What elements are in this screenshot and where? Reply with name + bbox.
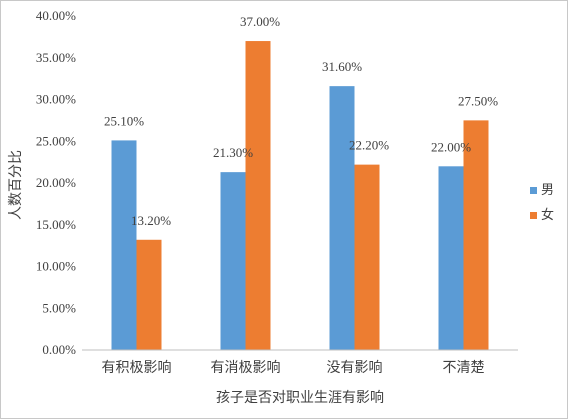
data-label: 31.60%	[322, 59, 362, 74]
bar-male	[438, 166, 464, 350]
y-tick-label: 10.00%	[36, 259, 76, 274]
y-tick-label: 30.00%	[36, 92, 76, 107]
bar-female	[463, 120, 489, 350]
x-category-label: 没有影响	[327, 360, 383, 376]
x-axis-title: 孩子是否对职业生涯有影响	[216, 390, 384, 406]
legend-swatch-female	[530, 212, 537, 219]
bars	[111, 41, 489, 351]
bar-male	[220, 172, 246, 350]
data-label: 22.20%	[349, 138, 389, 153]
bar-female	[354, 164, 380, 350]
bar-male	[329, 86, 355, 350]
data-label: 25.10%	[104, 113, 144, 128]
x-category-label: 不清楚	[443, 360, 485, 376]
x-category-label: 有积极影响	[102, 360, 172, 376]
data-label: 37.00%	[240, 14, 280, 29]
x-category-label: 有消极影响	[211, 360, 281, 376]
data-label: 27.50%	[458, 93, 498, 108]
y-tick-label: 35.00%	[36, 50, 76, 65]
y-tick-label: 15.00%	[36, 217, 76, 232]
legend-label: 男	[541, 183, 554, 198]
y-axis-title: 人数百分比	[8, 150, 24, 220]
x-axis-categories: 有积极影响 有消极影响 没有影响 不清楚	[102, 360, 485, 376]
y-tick-label: 25.00%	[36, 133, 76, 148]
legend: 男女	[530, 183, 554, 223]
data-label: 13.20%	[131, 213, 171, 228]
bar-male	[111, 140, 137, 350]
data-label: 22.00%	[431, 139, 471, 154]
y-axis-ticks: 0.00% 5.00% 10.00% 15.00% 20.00% 25.00% 30.00%…	[36, 8, 76, 357]
y-tick-label: 20.00%	[36, 175, 76, 190]
data-label: 21.30%	[213, 145, 253, 160]
y-tick-label: 5.00%	[42, 300, 76, 315]
y-tick-label: 0.00%	[42, 342, 76, 357]
legend-swatch-male	[530, 187, 537, 194]
data-labels: 25.10% 13.20% 21.30% 37.00% 31.60% 22.20% 22.0…	[104, 14, 498, 228]
legend-label: 女	[541, 207, 554, 223]
bar-female	[136, 239, 162, 350]
y-tick-label: 40.00%	[36, 8, 76, 23]
bar-female	[245, 41, 271, 351]
